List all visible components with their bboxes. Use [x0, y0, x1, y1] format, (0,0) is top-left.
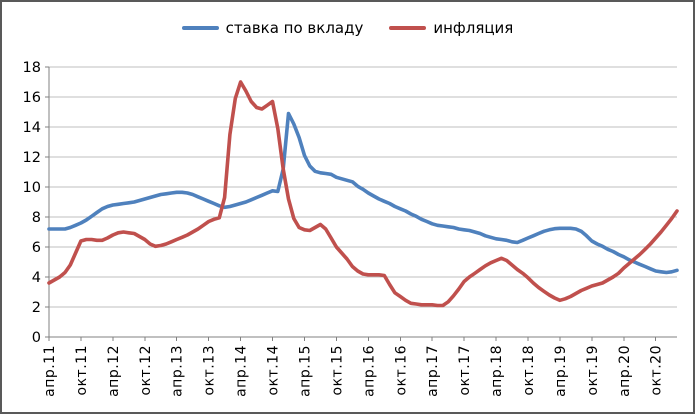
y-tick-label: 18 — [23, 60, 41, 76]
y-tick-label: 0 — [32, 330, 41, 346]
y-tick-label: 8 — [32, 210, 41, 226]
inflation-legend-label: инфляция — [433, 19, 514, 37]
series-line-inflation — [47, 80, 679, 308]
legend: ставка по вкладу инфляция — [2, 19, 693, 37]
deposit-rate-line-swatch — [181, 26, 219, 30]
inflation-line-swatch — [389, 26, 427, 30]
y-tick-label: 2 — [32, 300, 41, 316]
x-tick-label: окт.19 — [585, 345, 601, 395]
y-tick-label: 14 — [23, 120, 41, 136]
x-tick-label: окт.11 — [74, 345, 90, 395]
x-tick-label: апр.13 — [170, 345, 186, 397]
x-tick-label: окт.20 — [649, 345, 665, 395]
x-tick-label: окт.14 — [266, 345, 282, 395]
x-tick-label: окт.16 — [393, 345, 409, 395]
y-tick-label: 4 — [32, 270, 41, 286]
x-tick-label: окт.15 — [329, 345, 345, 395]
x-tick-label: апр.16 — [361, 345, 377, 397]
x-tick-label: окт.17 — [457, 345, 473, 395]
x-tick-label: апр.14 — [234, 345, 250, 397]
legend-item-deposit-rate: ставка по вкладу — [181, 19, 364, 37]
x-tick-label: окт.12 — [138, 345, 154, 395]
x-tick-label: апр.18 — [489, 345, 505, 397]
x-tick-label: апр.15 — [297, 345, 313, 397]
x-tick-label: апр.19 — [553, 345, 569, 397]
y-tick-label: 12 — [23, 150, 41, 166]
series-line-deposit-rate — [47, 111, 679, 275]
deposit-rate-legend-label: ставка по вкладу — [225, 19, 364, 37]
y-tick-label: 10 — [23, 180, 41, 196]
x-tick-label: окт.13 — [202, 345, 218, 395]
x-tick-label: апр.11 — [42, 345, 58, 397]
x-tick-label: апр.17 — [425, 345, 441, 397]
legend-item-inflation: инфляция — [389, 19, 513, 37]
y-tick-label: 16 — [23, 90, 41, 106]
y-tick-label: 6 — [32, 240, 41, 256]
x-tick-label: апр.20 — [617, 345, 633, 397]
x-tick-label: окт.18 — [521, 345, 537, 395]
x-tick-label: апр.12 — [106, 345, 122, 397]
